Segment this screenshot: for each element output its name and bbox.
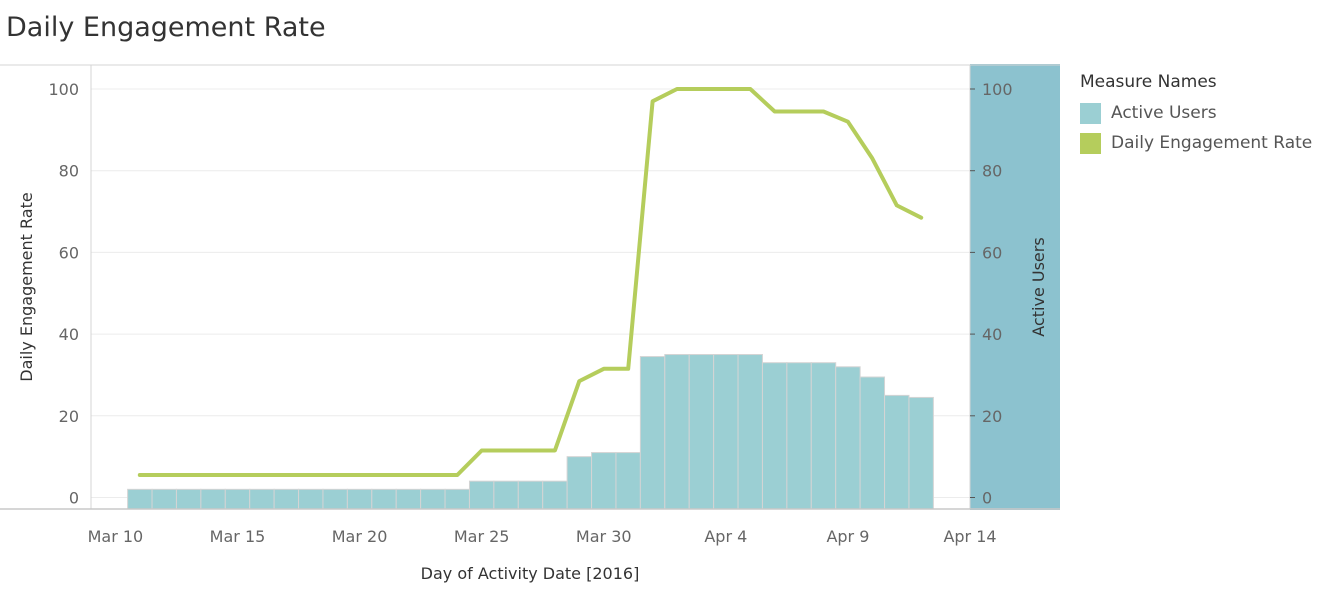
y-right-tick-label: 100 <box>982 80 1013 99</box>
bar <box>322 488 348 510</box>
plot-frame <box>0 64 1060 510</box>
bar <box>908 396 934 510</box>
x-tick-label: Mar 10 <box>88 527 144 546</box>
bar <box>420 488 446 510</box>
bar <box>835 366 861 510</box>
tick-labels: 0 20 40 60 80 100 0 20 40 60 80 100 Mar 10 Mar 15 Mar … <box>48 80 1012 546</box>
x-tick-label: Mar 25 <box>454 527 510 546</box>
x-tick-label: Mar 15 <box>210 527 266 546</box>
y-axis-right-title: Active Users <box>1029 237 1048 336</box>
x-tick-label: Mar 30 <box>576 527 632 546</box>
line-engagement-rate <box>137 87 924 477</box>
bar <box>127 488 153 510</box>
bar <box>542 480 568 510</box>
engagement-rate-line <box>137 87 924 477</box>
legend-label: Daily Engagement Rate <box>1111 133 1313 153</box>
bar <box>786 362 812 510</box>
bar <box>444 488 470 510</box>
y-right-tick-label: 20 <box>982 407 1002 426</box>
y-left-tick-label: 20 <box>59 407 79 426</box>
bar <box>615 452 641 510</box>
bar <box>346 488 373 510</box>
y-left-tick-label: 40 <box>59 325 79 344</box>
bar <box>249 488 275 510</box>
x-tick-label: Apr 14 <box>943 527 996 546</box>
bar <box>517 480 544 510</box>
bar <box>468 480 495 510</box>
x-tick-label: Mar 20 <box>332 527 388 546</box>
bar <box>566 456 593 510</box>
bar <box>810 362 837 510</box>
bar <box>884 394 910 510</box>
legend-swatch <box>1080 102 1101 124</box>
legend: Measure Names Active Users Daily Engagem… <box>1080 72 1312 158</box>
legend-item-active-users[interactable]: Active Users <box>1080 98 1312 128</box>
y-right-tick-label: 80 <box>982 162 1002 181</box>
bar <box>395 488 422 510</box>
bar <box>298 488 324 510</box>
y-left-tick-label: 0 <box>69 489 79 508</box>
legend-label: Active Users <box>1111 103 1217 123</box>
bar <box>737 354 763 510</box>
bars-active-users <box>127 354 934 510</box>
y-left-tick-label: 60 <box>59 243 79 262</box>
y-axis-left-title: Daily Engagement Rate <box>17 192 36 381</box>
legend-item-engagement-rate[interactable]: Daily Engagement Rate <box>1080 128 1312 158</box>
bar <box>175 488 202 510</box>
bar <box>688 354 715 510</box>
y-right-tick-label: 0 <box>982 489 992 508</box>
bar <box>493 480 519 510</box>
legend-swatch <box>1080 132 1101 154</box>
bar <box>859 376 886 510</box>
bar <box>273 488 300 510</box>
bar <box>151 488 177 510</box>
y-left-tick-label: 100 <box>48 80 79 99</box>
bar <box>591 452 617 510</box>
bar <box>371 488 397 510</box>
x-axis-title: Day of Activity Date [2016] <box>421 564 640 583</box>
x-tick-label: Apr 4 <box>704 527 747 546</box>
y-left-tick-label: 80 <box>59 162 79 181</box>
legend-title: Measure Names <box>1080 72 1217 92</box>
bar <box>200 488 226 510</box>
bar <box>713 354 739 510</box>
right-axis-background <box>970 64 1060 510</box>
x-tick-label: Apr 9 <box>826 527 869 546</box>
right-axis-panel <box>970 64 1060 510</box>
y-right-tick-label: 60 <box>982 243 1002 262</box>
bar <box>224 488 251 510</box>
bar <box>761 362 788 510</box>
bar <box>664 354 690 510</box>
bar <box>639 356 666 510</box>
chart-title: Daily Engagement Rate <box>6 12 326 43</box>
y-right-tick-label: 40 <box>982 325 1002 344</box>
